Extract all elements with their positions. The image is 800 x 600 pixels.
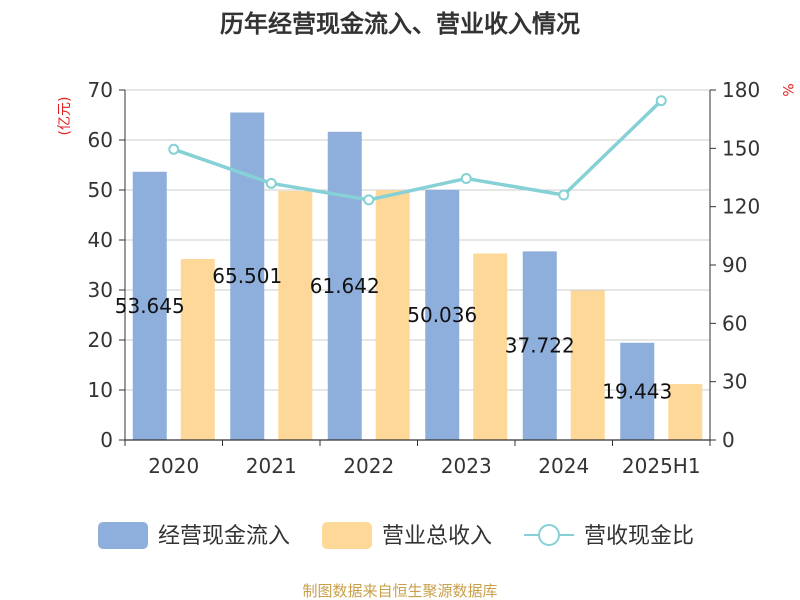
- legend-swatch: [322, 522, 372, 549]
- legend-item[interactable]: 营收现金比: [524, 524, 694, 549]
- right-axis-tick-label: 120: [722, 195, 760, 219]
- right-axis-tick-label: 60: [722, 311, 747, 335]
- left-axis-tick-label: 0: [100, 428, 113, 452]
- legend-label: 营业总收入: [382, 524, 492, 549]
- right-axis-tick-label: 180: [722, 78, 760, 102]
- left-axis-tick-label: 70: [88, 78, 113, 102]
- legend-marker: [538, 524, 560, 546]
- x-axis-tick-label: 2020: [148, 454, 199, 478]
- bar-cash-inflow: [230, 112, 265, 441]
- bar-revenue: [570, 290, 605, 440]
- x-axis-tick-label: 2023: [441, 454, 492, 478]
- left-axis-tick-label: 50: [88, 178, 113, 202]
- bar-data-label: 50.036: [407, 303, 477, 327]
- bar-cash-inflow: [425, 189, 460, 440]
- legend-label: 营收现金比: [584, 524, 694, 549]
- ratio-point: [363, 194, 375, 206]
- legend-swatch: [98, 522, 148, 549]
- x-axis-tick-label: 2022: [343, 454, 394, 478]
- right-axis-unit: %: [779, 83, 795, 96]
- right-axis-tick-label: 90: [722, 253, 747, 277]
- legend[interactable]: 经营现金流入 营业总收入 营收现金比: [98, 522, 694, 549]
- ratio-line: [173, 99, 663, 202]
- bar-revenue: [375, 190, 410, 440]
- bar-layer: [132, 112, 703, 441]
- legend-label: 经营现金流入: [158, 524, 290, 549]
- bar-cash-inflow: [522, 251, 557, 440]
- ratio-point: [558, 189, 570, 201]
- x-axis-tick-label: 2024: [538, 454, 589, 478]
- bar-data-label: 37.722: [505, 334, 575, 358]
- left-axis-unit: (亿元): [57, 97, 73, 136]
- bar-revenue: [180, 259, 215, 440]
- right-axis-tick-label: 150: [722, 136, 760, 160]
- legend-item[interactable]: 营业总收入: [322, 522, 492, 549]
- bar-cash-inflow: [620, 342, 655, 440]
- left-axis-tick-label: 20: [88, 328, 113, 352]
- legend-item[interactable]: 经营现金流入: [98, 522, 290, 549]
- left-axis-tick-label: 30: [88, 278, 113, 302]
- right-axis-tick-label: 30: [722, 370, 747, 394]
- ratio-point: [168, 143, 180, 155]
- bar-data-label: 19.443: [602, 379, 672, 403]
- data-labels: 53.645 65.501 61.642 50.036 37.722 19.443: [115, 264, 672, 403]
- bar-revenue: [668, 384, 703, 440]
- axes: 0 10 20 30 40 50 60 70 0 30 60 90 120 150 180 2020 2021 2…: [88, 78, 761, 478]
- left-axis-tick-label: 40: [88, 228, 113, 252]
- ratio-point: [265, 177, 277, 189]
- chart-title: 历年经营现金流入、营业收入情况: [220, 10, 580, 38]
- x-axis-tick-label: 2025H1: [622, 454, 701, 478]
- x-axis-tick-label: 2021: [246, 454, 297, 478]
- bar-cash-inflow: [327, 131, 362, 441]
- ratio-point: [460, 172, 472, 184]
- bar-revenue: [278, 191, 313, 440]
- bar-cash-inflow: [132, 171, 167, 440]
- right-axis-tick-label: 0: [722, 428, 735, 452]
- bar-revenue: [473, 253, 508, 440]
- left-axis-tick-label: 60: [88, 128, 113, 152]
- ratio-point: [655, 95, 667, 107]
- bar-data-label: 61.642: [310, 274, 380, 298]
- bar-data-label: 65.501: [212, 264, 282, 288]
- ratio-line-layer: [168, 95, 667, 206]
- left-axis-tick-label: 10: [88, 378, 113, 402]
- source-note: 制图数据来自恒生聚源数据库: [302, 582, 497, 600]
- bar-data-label: 53.645: [115, 294, 185, 318]
